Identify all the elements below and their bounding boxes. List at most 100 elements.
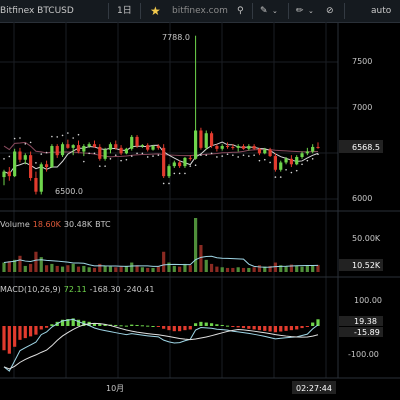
candle-body xyxy=(289,158,293,165)
sar-dot xyxy=(279,176,282,178)
macd-bar xyxy=(135,324,139,326)
volume-bar xyxy=(151,267,155,272)
macd-axis-label: 100.00 xyxy=(354,296,382,305)
wrench-icon[interactable]: ⚲ xyxy=(237,6,244,16)
volume-current-box xyxy=(339,259,383,271)
volume-bar xyxy=(268,265,272,272)
macd-bar xyxy=(13,326,17,347)
macd-bar xyxy=(103,324,107,326)
volume-pane[interactable]: Volume 18.60K 30.48K BTC 50.00K 10.52K xyxy=(0,218,383,272)
chart-area[interactable]: 7788.0 6500.0 7500 7000 6000 6568.5 Volu… xyxy=(0,22,400,400)
macd-bar xyxy=(273,326,278,333)
price-axis-label: 7500 xyxy=(352,57,372,66)
macd-legend: MACD(10,26,9) 72.11 -168.30 -240.41 xyxy=(0,285,154,294)
sar-dot xyxy=(253,154,255,156)
macd-bar xyxy=(311,322,315,326)
sar-dot xyxy=(8,155,11,158)
price-axis-label: 7000 xyxy=(352,103,372,112)
candle-body xyxy=(23,155,27,160)
candle-body xyxy=(209,133,214,147)
volume-bar xyxy=(119,266,123,272)
volume-bar xyxy=(98,263,102,272)
candle-body xyxy=(103,149,107,159)
macd-bar xyxy=(279,326,283,332)
volume-bar xyxy=(18,255,22,272)
candle-body xyxy=(215,146,219,149)
volume-bar xyxy=(135,265,139,272)
sar-dot xyxy=(61,134,64,137)
candle-body xyxy=(241,146,246,149)
sar-dot xyxy=(168,182,170,185)
macd-bar xyxy=(162,326,166,329)
candle-body xyxy=(156,146,160,148)
volume-bar xyxy=(204,259,208,272)
volume-bar xyxy=(279,265,283,272)
volume-bar xyxy=(50,263,54,272)
current-price-box xyxy=(339,140,383,153)
interval-selector[interactable]: 1日 xyxy=(117,6,132,16)
macd-bar xyxy=(156,326,160,327)
volume-bar xyxy=(87,267,91,272)
price-pane[interactable]: 7788.0 6500.0 xyxy=(2,33,320,196)
macd-bar xyxy=(236,326,240,328)
volume-bar xyxy=(215,266,219,272)
chevron-down-icon[interactable]: ⌄ xyxy=(272,7,278,15)
pencil-icon[interactable]: ✎ xyxy=(260,6,268,16)
chevron-down-icon[interactable]: ⌄ xyxy=(308,7,314,15)
volume-bar xyxy=(60,266,65,272)
price-axis[interactable]: 7500 7000 6000 6568.5 xyxy=(339,57,383,203)
volume-bar xyxy=(92,267,97,272)
sar-dot xyxy=(285,168,287,171)
candle-body xyxy=(44,164,49,168)
star-icon[interactable]: ★ xyxy=(150,4,161,18)
volume-bar xyxy=(7,261,11,272)
volume-bar xyxy=(225,267,230,272)
sar-dot xyxy=(114,154,117,156)
watermark-site: bitfinex.com xyxy=(172,6,228,16)
toolbar-divider xyxy=(252,3,253,19)
candle-body xyxy=(13,151,17,177)
sar-dot xyxy=(295,169,298,172)
macd-bar xyxy=(92,323,97,326)
macd-pane[interactable]: MACD(10,26,9) 72.11 -168.30 -240.41 100.00 … xyxy=(0,285,383,372)
candle-body xyxy=(119,147,123,154)
toolbar-divider xyxy=(140,3,141,19)
macd-line xyxy=(3,318,319,372)
macd-axis-label: -100.00 xyxy=(348,350,379,359)
sar-dot xyxy=(184,172,186,175)
macd-bar xyxy=(231,326,235,327)
volume-bar xyxy=(289,264,293,272)
eye-slash-icon[interactable]: ⊘ xyxy=(326,6,334,16)
candle-body xyxy=(82,146,86,152)
toolbar-divider xyxy=(288,3,289,19)
volume-bar xyxy=(82,265,86,272)
macd-bar xyxy=(263,326,267,331)
volume-bar xyxy=(257,265,262,272)
candle-body xyxy=(66,144,70,148)
candle-body xyxy=(18,151,22,160)
ma-fast-line xyxy=(3,141,319,175)
symbol-label[interactable]: Bitfinex BTCUSD xyxy=(0,6,74,16)
candle-body xyxy=(60,144,65,156)
candle-body xyxy=(252,146,256,149)
volume-bar xyxy=(284,266,288,272)
scale-mode[interactable]: auto xyxy=(371,6,392,16)
sar-dot xyxy=(35,162,37,164)
sar-dot xyxy=(136,152,138,155)
macd-bar xyxy=(284,326,288,331)
volume-bar xyxy=(316,264,320,272)
pencil-icon[interactable]: ✏ xyxy=(296,6,304,16)
sar-dot xyxy=(242,154,245,156)
macd-bar xyxy=(300,326,304,329)
candle-body xyxy=(124,148,129,154)
macd-bar xyxy=(140,325,144,327)
macd-bar xyxy=(146,325,150,327)
volume-bar xyxy=(305,265,309,272)
volume-bar xyxy=(103,265,107,272)
volume-bar xyxy=(156,266,160,272)
volume-bar xyxy=(231,267,235,272)
candle-body xyxy=(98,146,102,159)
volume-bar xyxy=(172,265,176,272)
sar-dot xyxy=(45,151,48,154)
macd-label-a-box xyxy=(339,316,383,326)
